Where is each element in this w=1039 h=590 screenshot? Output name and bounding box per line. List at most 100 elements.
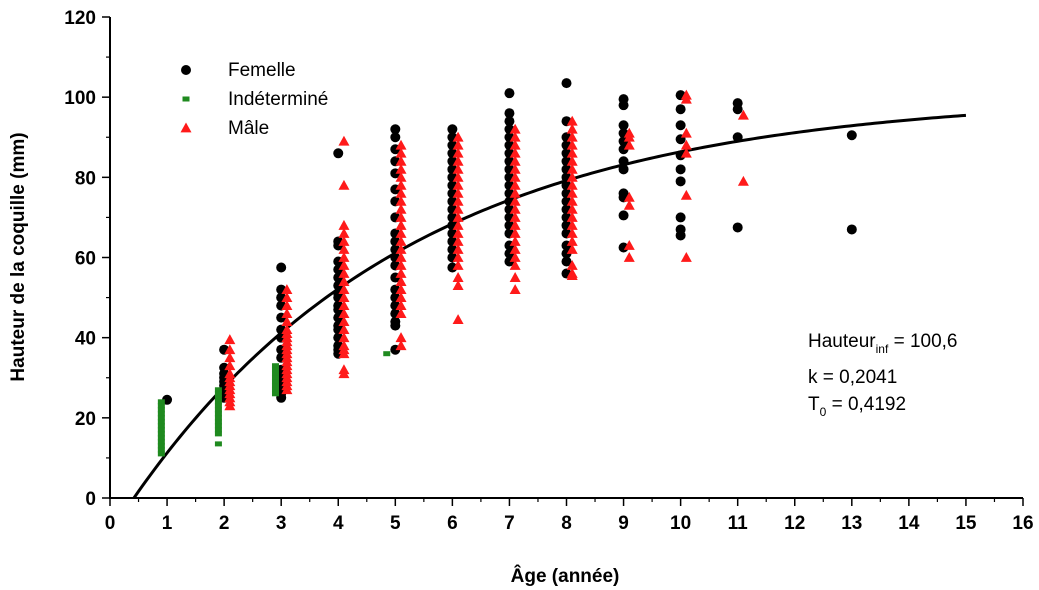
data-point <box>271 391 279 397</box>
data-point <box>395 179 407 190</box>
model-parameters: Hauteurinf = 100,6 k = 0,2041 T0 = 0,419… <box>808 331 958 419</box>
data-point <box>271 371 279 377</box>
param-h-inf-sub: inf <box>876 342 889 356</box>
data-point <box>338 243 350 254</box>
x-tick-label: 2 <box>219 513 230 534</box>
fit-curve-layer <box>132 113 967 499</box>
data-point <box>509 163 521 174</box>
data-point <box>452 314 464 325</box>
data-point <box>732 104 743 115</box>
data-point <box>214 427 222 433</box>
data-point <box>214 399 222 405</box>
data-point <box>271 367 279 373</box>
data-point <box>395 195 407 206</box>
data-point <box>509 123 521 134</box>
data-point <box>566 163 578 174</box>
legend: Femelle Indéterminé Mâle <box>180 60 328 139</box>
data-point <box>395 163 407 174</box>
data-point <box>271 383 279 389</box>
x-tick-label: 15 <box>955 513 977 534</box>
data-point <box>566 211 578 222</box>
data-point <box>623 252 635 262</box>
data-point <box>452 195 464 206</box>
data-point <box>566 155 578 166</box>
data-point <box>281 316 293 327</box>
data-point <box>623 239 635 250</box>
param-t0-sub: 0 <box>820 405 827 419</box>
data-point <box>214 411 222 417</box>
data-point <box>509 187 521 198</box>
data-point <box>395 147 407 158</box>
data-point <box>509 252 521 262</box>
x-tick-label: 1 <box>162 513 173 534</box>
x-tick-label: 9 <box>618 513 629 534</box>
data-point <box>452 272 464 282</box>
param-h-inf-value: = 100,6 <box>888 331 957 352</box>
data-point <box>618 156 629 167</box>
data-point <box>395 243 407 254</box>
data-point <box>675 104 686 115</box>
data-point <box>452 179 464 190</box>
data-point <box>395 187 407 198</box>
data-point <box>157 423 165 429</box>
y-tick-label: 60 <box>75 249 96 270</box>
data-point <box>390 124 401 135</box>
data-point <box>395 171 407 182</box>
data-point <box>452 211 464 222</box>
data-point <box>566 123 578 134</box>
data-point <box>395 292 407 302</box>
legend-label: Indéterminé <box>228 89 328 110</box>
data-point <box>452 235 464 246</box>
data-point <box>390 132 401 143</box>
data-point <box>566 147 578 158</box>
data-point <box>338 284 350 294</box>
data-point <box>732 222 743 233</box>
data-point <box>395 227 407 238</box>
data-point <box>447 262 458 273</box>
fit-curve <box>132 113 967 499</box>
data-point <box>680 93 692 104</box>
data-point <box>214 387 222 393</box>
data-point <box>504 88 515 99</box>
data-point <box>271 379 279 385</box>
data-point <box>157 415 165 421</box>
data-point <box>157 439 165 445</box>
data-point <box>452 219 464 230</box>
data-point <box>452 131 464 142</box>
data-point <box>157 407 165 413</box>
y-tick-label: 120 <box>64 8 96 29</box>
data-point <box>395 203 407 214</box>
data-point <box>338 348 350 359</box>
x-tick-label: 13 <box>841 513 862 534</box>
data-point <box>846 130 857 141</box>
data-point <box>338 300 350 310</box>
data-point <box>395 211 407 222</box>
data-point <box>566 187 578 198</box>
data-point <box>509 243 521 254</box>
data-point <box>452 155 464 166</box>
x-tick-label: 4 <box>333 513 344 534</box>
data-point <box>281 292 293 302</box>
data-point <box>271 375 279 381</box>
data-point <box>566 139 578 150</box>
data-point <box>623 199 635 210</box>
data-point <box>338 268 350 278</box>
data-point <box>509 272 521 282</box>
x-tick-label: 14 <box>898 513 920 534</box>
data-point <box>566 270 578 280</box>
data-point <box>509 219 521 230</box>
data-point <box>338 308 350 319</box>
data-point <box>395 235 407 246</box>
data-point <box>509 227 521 238</box>
data-point <box>271 387 279 393</box>
x-tick-label: 8 <box>561 513 572 534</box>
data-point <box>846 224 857 235</box>
data-point <box>214 423 222 429</box>
data-point <box>395 260 407 270</box>
param-h-inf-main: Hauteur <box>808 331 876 352</box>
data-point <box>618 242 629 253</box>
data-point <box>390 320 401 331</box>
data-points <box>157 78 857 457</box>
